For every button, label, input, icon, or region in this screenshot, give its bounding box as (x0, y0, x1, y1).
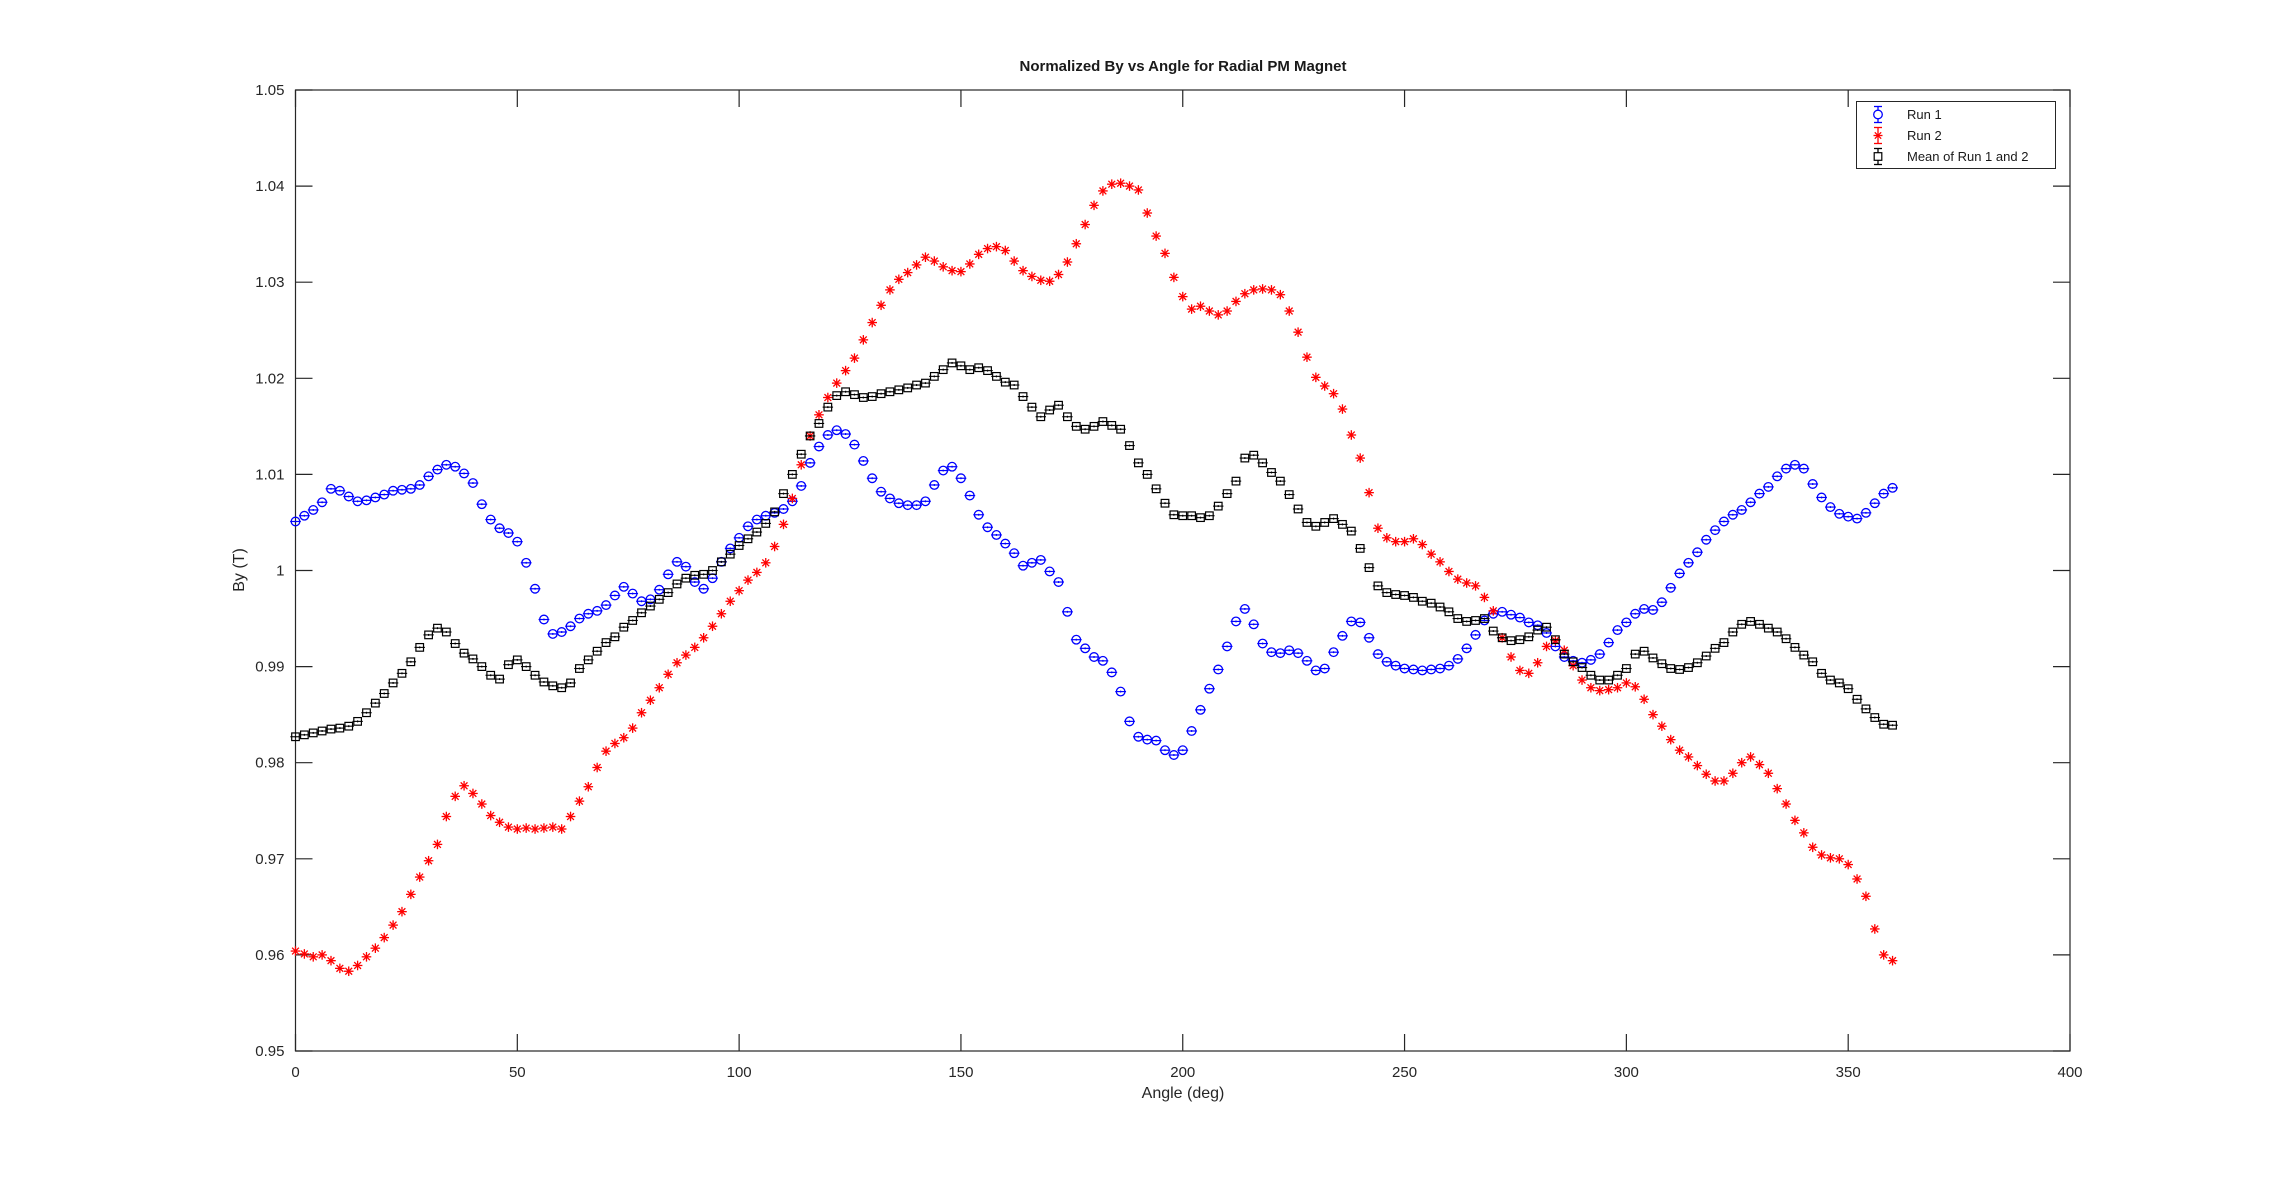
legend-label: Mean of Run 1 and 2 (1907, 149, 2029, 164)
svg-text:350: 350 (1836, 1064, 1861, 1081)
svg-text:1.05: 1.05 (255, 82, 284, 99)
asterisk-errorbar-icon (1873, 126, 1883, 145)
legend-box: Run 1 Run 2 Mean of Run 1 and 2 (1856, 101, 2056, 169)
square-errorbar-icon (1873, 147, 1883, 166)
legend-item-run1: Run 1 (1857, 104, 2055, 125)
svg-text:1.03: 1.03 (255, 274, 284, 291)
svg-text:400: 400 (2057, 1064, 2082, 1081)
x-axis-label: Angle (deg) (1141, 1085, 1225, 1102)
svg-text:150: 150 (948, 1064, 973, 1081)
legend-label: Run 1 (1907, 107, 1942, 122)
svg-text:0: 0 (291, 1064, 299, 1081)
svg-text:100: 100 (727, 1064, 752, 1081)
svg-text:200: 200 (1170, 1064, 1195, 1081)
circle-errorbar-icon (1873, 105, 1883, 124)
legend-item-run2: Run 2 (1857, 125, 2055, 146)
svg-text:50: 50 (509, 1064, 526, 1081)
svg-text:300: 300 (1614, 1064, 1639, 1081)
chart-title: Normalized By vs Angle for Radial PM Mag… (1019, 58, 1347, 75)
legend-label: Run 2 (1907, 128, 1942, 143)
svg-text:1.01: 1.01 (255, 466, 284, 483)
svg-text:250: 250 (1392, 1064, 1417, 1081)
svg-text:0.95: 0.95 (255, 1043, 284, 1060)
svg-text:0.96: 0.96 (255, 947, 284, 964)
y-axis-label: By (T) (231, 548, 248, 592)
legend-item-mean: Mean of Run 1 and 2 (1857, 146, 2055, 167)
svg-text:1.02: 1.02 (255, 370, 284, 387)
svg-text:0.98: 0.98 (255, 755, 284, 772)
svg-text:1: 1 (276, 563, 284, 580)
svg-text:0.97: 0.97 (255, 851, 284, 868)
svg-text:0.99: 0.99 (255, 659, 284, 676)
svg-text:1.04: 1.04 (255, 178, 284, 195)
